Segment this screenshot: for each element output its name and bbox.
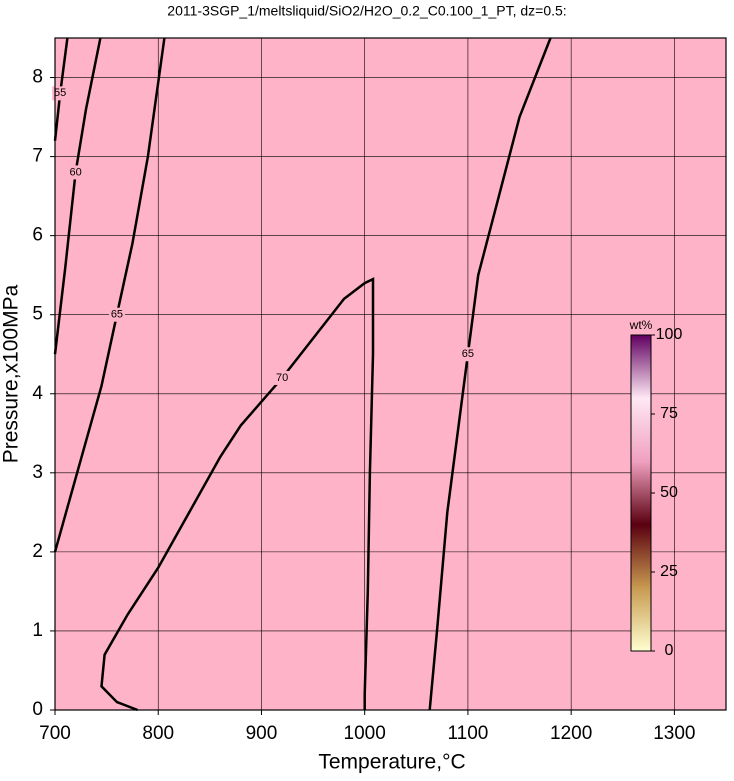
- x-tick-label: 1000: [344, 723, 386, 744]
- y-tick-label: 3: [32, 462, 43, 483]
- contour-label: 65: [462, 348, 474, 360]
- y-tick-label: 0: [32, 699, 43, 720]
- x-tick-label: 800: [142, 723, 174, 744]
- contour-line: [53, 37, 166, 553]
- contour-label: 65: [111, 309, 123, 321]
- colorbar: [630, 334, 652, 652]
- colorbar-label: wt%: [629, 318, 653, 332]
- contour-label-bg: [67, 165, 84, 180]
- y-tick-label: 1: [32, 620, 43, 641]
- y-tick-label: 5: [32, 304, 43, 325]
- y-tick-label: 7: [32, 146, 43, 167]
- x-tick-label: 1100: [447, 723, 488, 744]
- colorbar-tick-label: 25: [660, 563, 678, 580]
- contour-label-bg: [274, 370, 291, 385]
- x-tick-label: 1300: [653, 723, 695, 744]
- contour-label-bg: [52, 86, 69, 101]
- y-tick-label: 4: [32, 383, 43, 404]
- colorbar-tick-label: 0: [665, 642, 674, 659]
- colorbar-tick-label: 100: [656, 326, 683, 343]
- x-tick-label: 900: [246, 723, 278, 744]
- contour-label: 55: [54, 87, 66, 99]
- x-tick-label: 700: [39, 723, 71, 744]
- contour-label-bg: [108, 307, 125, 322]
- y-tick-label: 6: [32, 225, 43, 246]
- colorbar-tick-label: 50: [660, 484, 678, 501]
- y-tick-label: 8: [32, 67, 43, 88]
- contour-label: 60: [70, 166, 82, 178]
- colorbar-tick-label: 75: [660, 405, 678, 422]
- plot-frame: [54, 37, 727, 711]
- plot-background: [55, 38, 726, 710]
- x-axis-label: Temperature,°C: [318, 751, 465, 774]
- y-axis-label: Pressure,x100MPa: [0, 284, 23, 463]
- contour-label-bg: [459, 347, 476, 362]
- y-tick-label: 2: [32, 541, 43, 562]
- x-tick-label: 1200: [550, 723, 592, 744]
- chart-title: 2011-3SGP_1/meltsliquid/SiO2/H2O_0.2_C0.…: [167, 3, 566, 19]
- contour-label: 70: [276, 372, 288, 384]
